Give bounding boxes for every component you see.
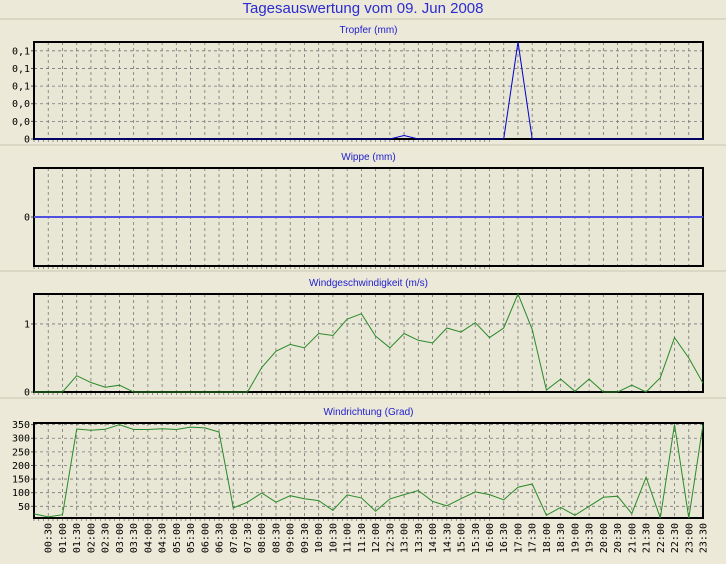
panel-title: Wippe (mm) bbox=[341, 152, 395, 163]
y-tick-label: 350 bbox=[12, 420, 30, 431]
y-tick-label: 0 bbox=[24, 388, 30, 399]
x-tick-label: 08:00 bbox=[257, 523, 268, 553]
x-tick-label: 01:30 bbox=[72, 523, 83, 553]
y-tick-label: 0,1 bbox=[12, 64, 30, 75]
x-tick-label: 04:00 bbox=[143, 523, 154, 553]
x-tick-label: 12:00 bbox=[371, 523, 382, 553]
x-tick-label: 16:30 bbox=[499, 523, 510, 553]
x-tick-label: 09:30 bbox=[300, 523, 311, 553]
x-tick-label: 17:30 bbox=[528, 523, 539, 553]
y-tick-label: 0,1 bbox=[12, 82, 30, 93]
x-tick-label: 18:00 bbox=[542, 523, 553, 553]
x-tick-label: 15:00 bbox=[457, 523, 468, 553]
y-tick-label: 0,0 bbox=[12, 117, 30, 128]
y-tick-label: 1 bbox=[24, 319, 30, 330]
x-tick-label: 08:30 bbox=[271, 523, 282, 553]
y-tick-label: 0,0 bbox=[12, 99, 30, 110]
plot-area bbox=[34, 42, 703, 139]
x-tick-label: 02:00 bbox=[86, 523, 97, 553]
x-tick-label: 20:00 bbox=[599, 523, 610, 553]
x-tick-label: 04:30 bbox=[158, 523, 169, 553]
x-tick-label: 21:00 bbox=[627, 523, 638, 553]
panel-2: Wippe (mm) 0 bbox=[24, 152, 704, 269]
series-line bbox=[34, 292, 704, 393]
x-tick-label: 03:30 bbox=[129, 523, 140, 553]
panel-title: Tropfer (mm) bbox=[340, 25, 398, 36]
x-tick-label: 23:00 bbox=[684, 523, 695, 553]
x-tick-label: 09:00 bbox=[286, 523, 297, 553]
panel-title: Windrichtung (Grad) bbox=[323, 407, 413, 418]
y-tick-label: 250 bbox=[12, 447, 30, 458]
series-line bbox=[33, 424, 704, 519]
x-tick-label: 13:00 bbox=[400, 523, 411, 553]
x-tick-label: 15:30 bbox=[471, 523, 482, 553]
plot-frame bbox=[33, 293, 704, 393]
x-tick-label: 05:30 bbox=[186, 523, 197, 553]
y-tick-label: 50 bbox=[18, 502, 30, 513]
x-tick-label: 10:30 bbox=[328, 523, 339, 553]
page-title: Tagesauswertung vom 09. Jun 2008 bbox=[242, 0, 484, 17]
y-tick-label: 0 bbox=[24, 135, 30, 146]
x-tick-label: 05:00 bbox=[172, 523, 183, 553]
series-line bbox=[34, 41, 703, 140]
x-tick-label: 21:30 bbox=[642, 523, 653, 553]
panel-3: Windgeschwindigkeit (m/s) 0 1 bbox=[24, 278, 704, 399]
x-tick-label: 14:00 bbox=[428, 523, 439, 553]
x-tick-label: 22:30 bbox=[670, 523, 681, 553]
x-tick-label: 02:30 bbox=[101, 523, 112, 553]
x-tick-label: 22:00 bbox=[656, 523, 667, 553]
x-tick-label: 19:30 bbox=[585, 523, 596, 553]
y-tick-label: 300 bbox=[12, 434, 30, 445]
plot-area bbox=[34, 294, 703, 392]
x-tick-label: 01:00 bbox=[58, 523, 69, 553]
x-tick-label: 23:30 bbox=[699, 523, 710, 553]
x-tick-label: 11:00 bbox=[343, 523, 354, 553]
x-tick-label: 10:00 bbox=[314, 523, 325, 553]
x-tick-label: 00:30 bbox=[44, 523, 55, 553]
x-tick-label: 12:30 bbox=[385, 523, 396, 553]
x-tick-label: 11:30 bbox=[357, 523, 368, 553]
y-tick-label: 100 bbox=[12, 488, 30, 499]
panel-title: Windgeschwindigkeit (m/s) bbox=[309, 278, 428, 289]
y-tick-label: 200 bbox=[12, 461, 30, 472]
plot-frame bbox=[33, 422, 704, 519]
x-tick-label: 13:30 bbox=[414, 523, 425, 553]
plot-area bbox=[34, 423, 703, 518]
x-tick-label: 18:30 bbox=[556, 523, 567, 553]
x-tick-label: 06:30 bbox=[215, 523, 226, 553]
x-tick-label: 07:30 bbox=[243, 523, 254, 553]
panel-1: Tropfer (mm) 0 0,0 0,0 0,1 0,1 0,1 bbox=[12, 25, 704, 146]
x-tick-label: 03:00 bbox=[115, 523, 126, 553]
y-tick-label: 0 bbox=[24, 213, 30, 224]
x-tick-label: 16:00 bbox=[485, 523, 496, 553]
panel-4: Windrichtung (Grad) 50 100 150 200 250 300 350 0… bbox=[12, 407, 710, 553]
y-tick-label: 150 bbox=[12, 475, 30, 486]
x-tick-label: 14:30 bbox=[442, 523, 453, 553]
x-tick-label: 17:00 bbox=[513, 523, 524, 553]
x-tick-label: 07:00 bbox=[229, 523, 240, 553]
x-tick-label: 06:00 bbox=[200, 523, 211, 553]
x-tick-label: 20:30 bbox=[613, 523, 624, 553]
x-tick-label: 19:00 bbox=[570, 523, 581, 553]
y-tick-label: 0,1 bbox=[12, 46, 30, 57]
